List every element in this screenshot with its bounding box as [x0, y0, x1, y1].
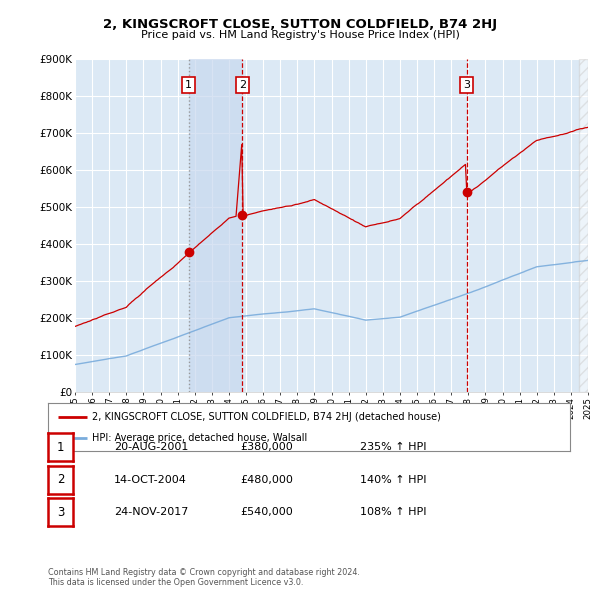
Text: 1: 1 — [185, 80, 192, 90]
Text: 235% ↑ HPI: 235% ↑ HPI — [360, 442, 427, 452]
Text: £380,000: £380,000 — [240, 442, 293, 452]
Text: 14-OCT-2004: 14-OCT-2004 — [114, 475, 187, 484]
Bar — [580, 59, 588, 392]
Text: Price paid vs. HM Land Registry's House Price Index (HPI): Price paid vs. HM Land Registry's House … — [140, 30, 460, 40]
Text: HPI: Average price, detached house, Walsall: HPI: Average price, detached house, Wals… — [92, 433, 308, 443]
Text: 140% ↑ HPI: 140% ↑ HPI — [360, 475, 427, 484]
Text: 24-NOV-2017: 24-NOV-2017 — [114, 507, 188, 517]
Text: 1: 1 — [57, 441, 64, 454]
Bar — [188, 59, 242, 392]
Text: 3: 3 — [57, 506, 64, 519]
Text: Contains HM Land Registry data © Crown copyright and database right 2024.
This d: Contains HM Land Registry data © Crown c… — [48, 568, 360, 587]
Text: 2: 2 — [57, 473, 64, 486]
Text: 3: 3 — [463, 80, 470, 90]
Text: 2, KINGSCROFT CLOSE, SUTTON COLDFIELD, B74 2HJ: 2, KINGSCROFT CLOSE, SUTTON COLDFIELD, B… — [103, 18, 497, 31]
Text: £540,000: £540,000 — [240, 507, 293, 517]
Text: 2: 2 — [239, 80, 246, 90]
Text: 2, KINGSCROFT CLOSE, SUTTON COLDFIELD, B74 2HJ (detached house): 2, KINGSCROFT CLOSE, SUTTON COLDFIELD, B… — [92, 411, 441, 421]
Text: 108% ↑ HPI: 108% ↑ HPI — [360, 507, 427, 517]
Text: 20-AUG-2001: 20-AUG-2001 — [114, 442, 188, 452]
Text: £480,000: £480,000 — [240, 475, 293, 484]
